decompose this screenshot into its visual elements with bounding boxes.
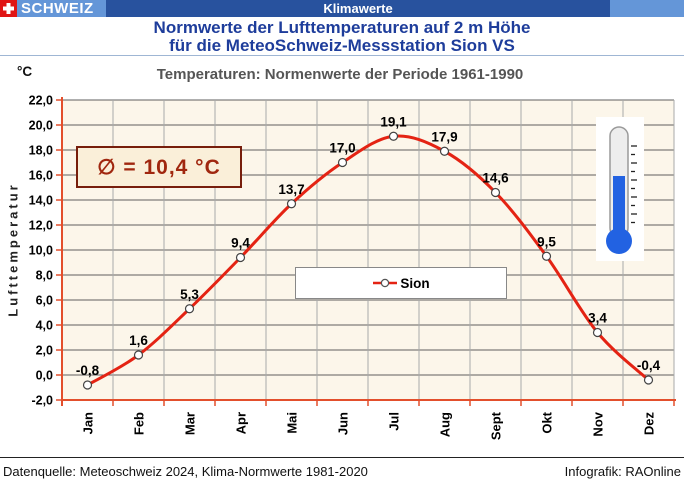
data-point-label: 17,0	[329, 141, 355, 156]
credit-text: Infografik: RAOnline	[564, 464, 681, 479]
data-point-marker	[184, 304, 195, 314]
footer-divider	[0, 457, 684, 458]
thermometer-mercury	[613, 176, 625, 234]
y-tick-label: 0,0	[36, 369, 53, 383]
x-category-label: Jul	[387, 412, 402, 431]
x-category-label: Mai	[285, 412, 300, 434]
y-tick-label: 22,0	[29, 94, 53, 108]
data-point-marker	[490, 187, 501, 198]
topbar-title: Klimawerte	[106, 0, 610, 17]
y-tick-label: 20,0	[29, 119, 53, 133]
x-category-label: Sept	[489, 411, 504, 440]
data-point-label: 3,4	[588, 311, 607, 326]
brand-label: SCHWEIZ	[17, 0, 106, 17]
data-point-label: 17,9	[431, 129, 457, 144]
data-point-label: -0,4	[637, 358, 661, 373]
data-point-label: 13,7	[278, 182, 304, 197]
data-point-marker	[235, 252, 246, 263]
data-point-label: -0,8	[76, 363, 100, 378]
title-divider	[0, 55, 684, 56]
x-category-label: Aug	[438, 412, 453, 437]
page-title-line2: für die MeteoSchweiz-Messstation Sion VS	[169, 36, 515, 55]
data-point-label: 19,1	[380, 114, 407, 129]
thermometer-bulb	[606, 228, 632, 254]
page-title-line1: Normwerte der Lufttemperaturen auf 2 m H…	[153, 18, 531, 37]
y-tick-label: 14,0	[29, 194, 53, 208]
data-source-text: Datenquelle: Meteoschweiz 2024, Klima-No…	[3, 464, 368, 479]
data-point-marker	[439, 146, 450, 156]
average-annotation-label: ∅ = 10,4 °C	[97, 155, 221, 179]
x-category-label: Dez	[642, 412, 657, 436]
data-point-marker	[286, 199, 297, 209]
data-point-marker	[82, 380, 93, 390]
data-point-marker	[541, 251, 552, 261]
data-point-label: 9,4	[231, 236, 250, 251]
x-category-label: Jan	[81, 412, 96, 434]
topbar-right-segment	[610, 0, 684, 17]
x-category-label: Feb	[132, 412, 147, 435]
data-point-marker	[337, 157, 348, 168]
y-axis-unit-label: °C	[17, 64, 33, 79]
page-title: Normwerte der Lufttemperaturen auf 2 m H…	[0, 19, 684, 55]
y-tick-label: 2,0	[36, 344, 53, 358]
y-tick-label: 8,0	[36, 269, 53, 283]
x-category-label: Jun	[336, 412, 351, 435]
data-point-marker	[388, 131, 399, 141]
y-tick-label: 4,0	[36, 319, 53, 333]
data-point-label: 9,5	[537, 234, 556, 249]
y-tick-label: 6,0	[36, 294, 53, 308]
data-point-label: 5,3	[180, 287, 199, 302]
top-bar: SCHWEIZ Klimawerte	[0, 0, 684, 17]
data-point-label: 1,6	[129, 333, 148, 348]
y-axis-label: Lufttemperatur	[5, 182, 21, 317]
legend-series-label: Sion	[400, 275, 430, 291]
legend-marker-icon	[373, 278, 398, 288]
data-point-marker	[133, 350, 144, 360]
legend-box: Sion	[295, 267, 507, 299]
x-category-label: Okt	[540, 411, 555, 433]
data-point-marker	[592, 327, 603, 338]
y-tick-label: 10,0	[29, 244, 53, 258]
data-point-label: 14,6	[482, 171, 509, 186]
y-tick-label: 16,0	[29, 169, 53, 183]
x-category-label: Nov	[591, 411, 606, 436]
y-tick-label: 18,0	[29, 144, 53, 158]
x-category-label: Apr	[234, 412, 249, 434]
x-category-label: Mar	[183, 412, 198, 435]
data-point-marker	[643, 375, 654, 385]
y-tick-label: -2,0	[31, 394, 53, 408]
swiss-flag-icon	[0, 0, 17, 17]
chart-title: Temperaturen: Normenwerte der Periode 19…	[156, 66, 524, 83]
average-annotation-box: ∅ = 10,4 °C	[76, 146, 242, 188]
y-tick-label: 12,0	[29, 219, 53, 233]
